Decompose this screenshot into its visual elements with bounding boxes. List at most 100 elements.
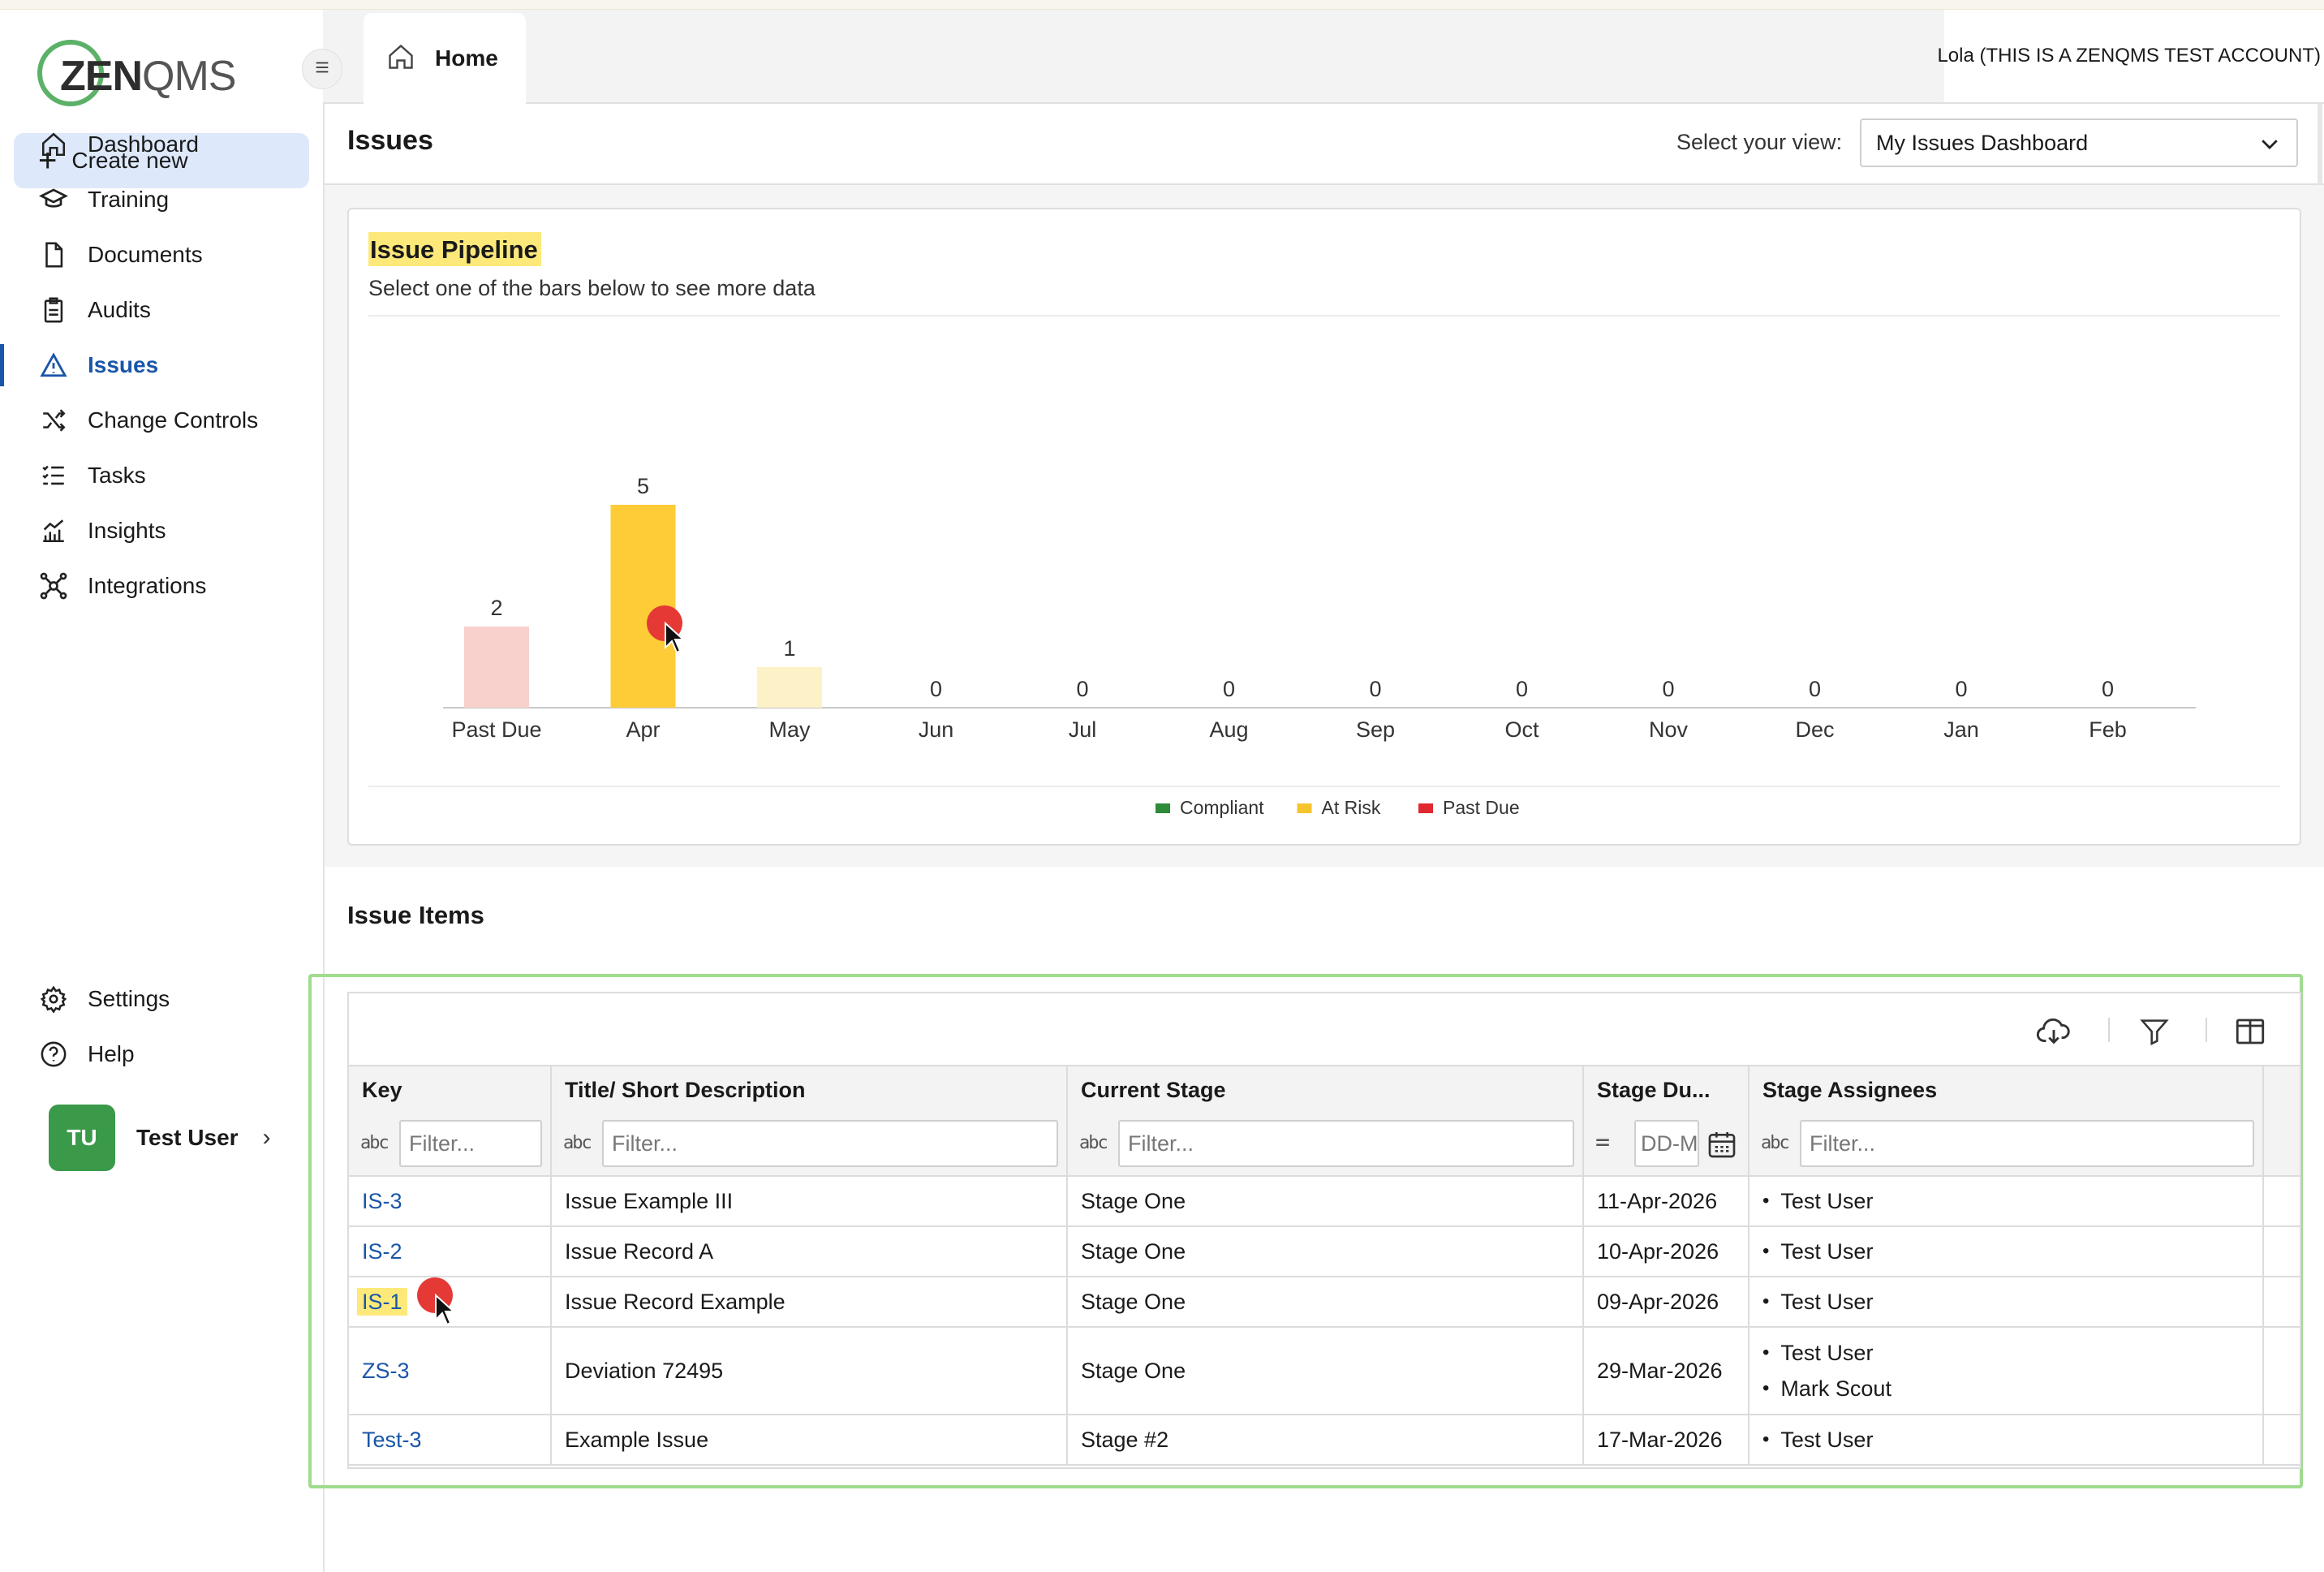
account-name[interactable]: Lola (THIS IS A ZENQMS TEST ACCOUNT): [1937, 10, 2324, 102]
tab-home[interactable]: Home: [364, 13, 526, 104]
toolbar-separator: [2108, 1018, 2110, 1042]
bar-may[interactable]: [757, 667, 822, 708]
filter-input-title[interactable]: Filter...: [602, 1120, 1058, 1167]
divider: [368, 315, 2280, 317]
collapse-sidebar-button[interactable]: [302, 49, 342, 89]
sidebar-item-dashboard[interactable]: Dashboard: [0, 120, 321, 169]
sidebar-item-integrations[interactable]: Integrations: [0, 562, 321, 610]
page-title: Issues: [347, 125, 433, 156]
bar-value-label: 1: [783, 636, 795, 661]
filter-input-date[interactable]: DD-M: [1634, 1120, 1699, 1167]
filter-icon[interactable]: [2134, 1011, 2175, 1052]
view-select-value: My Issues Dashboard: [1876, 130, 2089, 155]
equals-filter-type-icon[interactable]: =: [1595, 1128, 1610, 1156]
column-header-stage[interactable]: Current Stage: [1068, 1066, 1584, 1113]
sidebar-item-help[interactable]: Help: [0, 1030, 321, 1079]
filter-cell-title: abc Filter...: [552, 1113, 1068, 1175]
table-row[interactable]: IS-3 Issue Example III Stage One 11-Apr-…: [349, 1177, 2300, 1227]
toolbar-separator: [2206, 1018, 2207, 1042]
create-new-button[interactable]: + Create new: [14, 133, 309, 188]
bar-value-label: 0: [1223, 677, 1235, 701]
text-filter-type-icon[interactable]: abc: [1079, 1133, 1108, 1153]
user-name: Test User: [136, 1125, 239, 1150]
sidebar-item-insights[interactable]: Insights: [0, 506, 321, 555]
key-cell: IS-1: [349, 1277, 552, 1326]
x-tick-label: Aug: [1209, 717, 1248, 742]
filter-input-stage[interactable]: Filter...: [1118, 1120, 1574, 1167]
warning-triangle-icon: [37, 349, 70, 381]
table-row[interactable]: IS-2 Issue Record A Stage One 10-Apr-202…: [349, 1227, 2300, 1277]
issue-key-link[interactable]: IS-3: [362, 1188, 402, 1213]
columns-icon[interactable]: [2230, 1011, 2270, 1052]
zenqms-logo[interactable]: ZENQMS: [37, 34, 236, 112]
bar-value-label: 5: [637, 474, 649, 498]
x-tick-label: Jun: [919, 717, 954, 742]
pipeline-title: Issue Pipeline: [368, 232, 541, 266]
sidebar-item-label: Training: [88, 187, 170, 212]
chevron-right-icon: ›: [262, 1124, 271, 1151]
due-cell: 11-Apr-2026: [1584, 1177, 1749, 1225]
issue-items-grid: Key Title/ Short Description Current Sta…: [347, 992, 2301, 1469]
column-header-key[interactable]: Key: [349, 1066, 552, 1113]
pipeline-chart: 2 Past Due 5 Apr 1 May 0 Jun 0 Jul 0 Aug 0 Sep 0 Oct 0 No…: [443, 474, 2196, 818]
page-header: Issues Select your view: My Issues Dashb…: [325, 104, 2324, 185]
bar-value-label: 2: [490, 596, 502, 620]
sidebar-item-issues[interactable]: Issues: [0, 341, 321, 390]
text-filter-type-icon[interactable]: abc: [1761, 1133, 1790, 1153]
table-row[interactable]: ZS-3 Deviation 72495 Stage One 29-Mar-20…: [349, 1328, 2300, 1415]
issue-key-link[interactable]: IS-1: [357, 1287, 407, 1316]
filter-row: abc Filter... abc Filter... abc Filter..…: [349, 1113, 2300, 1177]
issue-key-link[interactable]: ZS-3: [362, 1358, 410, 1383]
issue-items-title: Issue Items: [347, 901, 484, 929]
filter-input-key[interactable]: Filter...: [399, 1120, 542, 1167]
logo-ring: [37, 40, 104, 106]
sidebar-item-documents[interactable]: Documents: [0, 230, 321, 279]
issue-key-link[interactable]: IS-2: [362, 1238, 402, 1264]
assignee: Test User: [1762, 1422, 2262, 1458]
view-select[interactable]: My Issues Dashboard: [1860, 118, 2298, 167]
table-row[interactable]: Test-3 Example Issue Stage #2 17-Mar-202…: [349, 1415, 2300, 1466]
assignees-cell: Test User Mark Scout: [1749, 1328, 2264, 1414]
title-cell: Issue Record A: [552, 1227, 1068, 1276]
calendar-icon[interactable]: [1706, 1128, 1738, 1165]
divider: [368, 786, 2280, 787]
title-cell: Deviation 72495: [552, 1328, 1068, 1414]
bar-past-due[interactable]: [464, 627, 529, 708]
due-cell: 09-Apr-2026: [1584, 1277, 1749, 1326]
sidebar-item-settings[interactable]: Settings: [0, 975, 321, 1023]
legend-swatch: [1297, 803, 1312, 813]
column-header-title[interactable]: Title/ Short Description: [552, 1066, 1068, 1113]
sidebar-item-label: Issues: [88, 352, 159, 377]
issue-key-link[interactable]: Test-3: [362, 1427, 422, 1452]
column-header-assignees[interactable]: Stage Assignees: [1749, 1066, 2264, 1113]
tab-home-label: Home: [435, 45, 498, 71]
cloud-download-icon[interactable]: [2034, 1011, 2074, 1052]
stage-cell: Stage One: [1068, 1328, 1584, 1414]
checklist-icon: [37, 459, 70, 492]
user-menu[interactable]: TU Test User ›: [49, 1104, 292, 1172]
text-filter-type-icon[interactable]: abc: [360, 1133, 389, 1153]
sidebar-item-change-controls[interactable]: Change Controls: [0, 396, 321, 445]
key-cell: IS-3: [349, 1177, 552, 1225]
table-row[interactable]: IS-1 Issue Record Example Stage One 09-A…: [349, 1277, 2300, 1328]
legend-swatch: [1418, 803, 1433, 813]
bar-value-label: 0: [1955, 677, 1967, 701]
legend-swatch: [1156, 803, 1170, 813]
view-select-label: Select your view:: [1676, 130, 1843, 154]
filter-cell-key: abc Filter...: [349, 1113, 552, 1175]
sidebar-item-training[interactable]: Training: [0, 175, 321, 224]
stage-cell: Stage One: [1068, 1227, 1584, 1276]
legend-label: Past Due: [1443, 797, 1520, 818]
column-header-stage-due[interactable]: Stage Du...: [1584, 1066, 1749, 1113]
title-cell: Issue Record Example: [552, 1277, 1068, 1326]
bar-value-label: 0: [1076, 677, 1088, 701]
sidebar-item-audits[interactable]: Audits: [0, 286, 321, 334]
sidebar-item-label: Insights: [88, 518, 166, 543]
text-filter-type-icon[interactable]: abc: [563, 1133, 592, 1153]
issue-pipeline-card: Issue Pipeline Select one of the bars be…: [347, 208, 2301, 846]
document-icon: [37, 239, 70, 271]
issue-items-section: Issue Items: [325, 868, 2324, 964]
bar-value-label: 0: [1662, 677, 1674, 701]
filter-input-assignees[interactable]: Filter...: [1800, 1120, 2254, 1167]
sidebar-item-tasks[interactable]: Tasks: [0, 451, 321, 500]
